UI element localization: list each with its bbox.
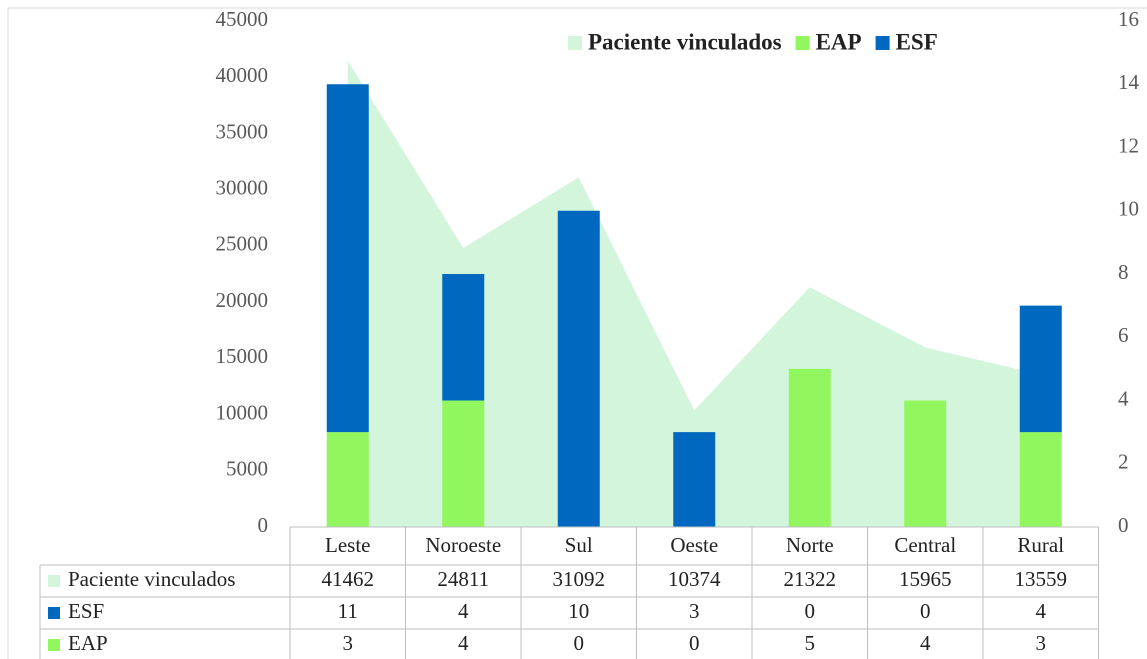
- table-value: 3: [1036, 631, 1047, 655]
- y2-tick-label: 6: [1118, 323, 1129, 347]
- y2-tick-label: 0: [1118, 513, 1129, 537]
- legend-swatch: [875, 36, 890, 50]
- y2-tick-label: 12: [1118, 133, 1139, 157]
- y-tick-label: 5000: [226, 457, 268, 481]
- y-tick-label: 35000: [216, 119, 269, 143]
- table-legend-swatch: [48, 575, 60, 587]
- y-tick-label: 25000: [216, 232, 269, 256]
- table-row-label: ESF: [68, 599, 104, 623]
- x-tick-label: Oeste: [670, 533, 718, 557]
- x-tick-label: Central: [894, 533, 956, 557]
- y-tick-label: 10000: [216, 400, 269, 424]
- table-value: 13559: [1015, 567, 1068, 591]
- bar: [673, 432, 716, 527]
- table-value: 4: [458, 599, 469, 623]
- table-value: 41462: [322, 567, 375, 591]
- table-value: 31092: [553, 567, 606, 591]
- table-value: 5: [805, 631, 816, 655]
- y2-tick-label: 16: [1118, 7, 1139, 31]
- x-tick-label: Sul: [565, 533, 593, 557]
- table-value: 0: [805, 599, 816, 623]
- x-tick-label: Leste: [325, 533, 370, 557]
- bar: [1019, 305, 1062, 433]
- table-value: 24811: [437, 567, 489, 591]
- table-legend-swatch: [48, 639, 60, 651]
- table-value: 4: [1036, 599, 1047, 623]
- y2-tick-label: 14: [1118, 70, 1140, 94]
- table-value: 15965: [899, 567, 952, 591]
- legend-label: Paciente vinculados: [588, 29, 782, 54]
- table-legend-swatch: [48, 607, 60, 619]
- y-tick-label: 40000: [216, 63, 269, 87]
- table-value: 4: [458, 631, 469, 655]
- chart-border: [7, 7, 1147, 659]
- x-tick-label: Noroeste: [425, 533, 501, 557]
- bar: [326, 432, 369, 527]
- bar: [557, 210, 600, 527]
- y-tick-label: 20000: [216, 288, 269, 312]
- bar: [1019, 432, 1062, 527]
- table-value: 0: [920, 599, 931, 623]
- x-tick-label: Norte: [786, 533, 834, 557]
- bar: [904, 400, 947, 527]
- y2-tick-label: 10: [1118, 197, 1139, 221]
- legend-swatch: [568, 36, 582, 50]
- y2-tick-label: 8: [1118, 260, 1129, 284]
- y-tick-label: 30000: [216, 175, 269, 199]
- table-row-label: EAP: [68, 631, 108, 655]
- legend-label: ESF: [896, 29, 938, 54]
- table-value: 3: [343, 631, 354, 655]
- area: [347, 60, 1041, 528]
- x-tick-label: Rural: [1017, 533, 1064, 557]
- table-value: 10374: [668, 567, 721, 591]
- y2-tick-label: 4: [1118, 386, 1129, 410]
- bar: [442, 400, 485, 527]
- table-value: 11: [338, 599, 358, 623]
- y-tick-label: 45000: [216, 7, 269, 31]
- y-tick-label: 0: [258, 513, 269, 537]
- table-value: 0: [574, 631, 585, 655]
- y2-tick-label: 2: [1118, 450, 1129, 474]
- table-row-label: Paciente vinculados: [68, 567, 235, 591]
- bar: [788, 368, 831, 527]
- table-value: 10: [568, 599, 589, 623]
- legend-swatch: [795, 36, 810, 50]
- table-value: 3: [689, 599, 700, 623]
- bar: [442, 274, 485, 401]
- table-value: 4: [920, 631, 931, 655]
- table-value: 21322: [784, 567, 837, 591]
- legend-label: EAP: [816, 29, 862, 54]
- bar: [326, 84, 369, 433]
- table-value: 0: [689, 631, 700, 655]
- y-tick-label: 15000: [216, 344, 269, 368]
